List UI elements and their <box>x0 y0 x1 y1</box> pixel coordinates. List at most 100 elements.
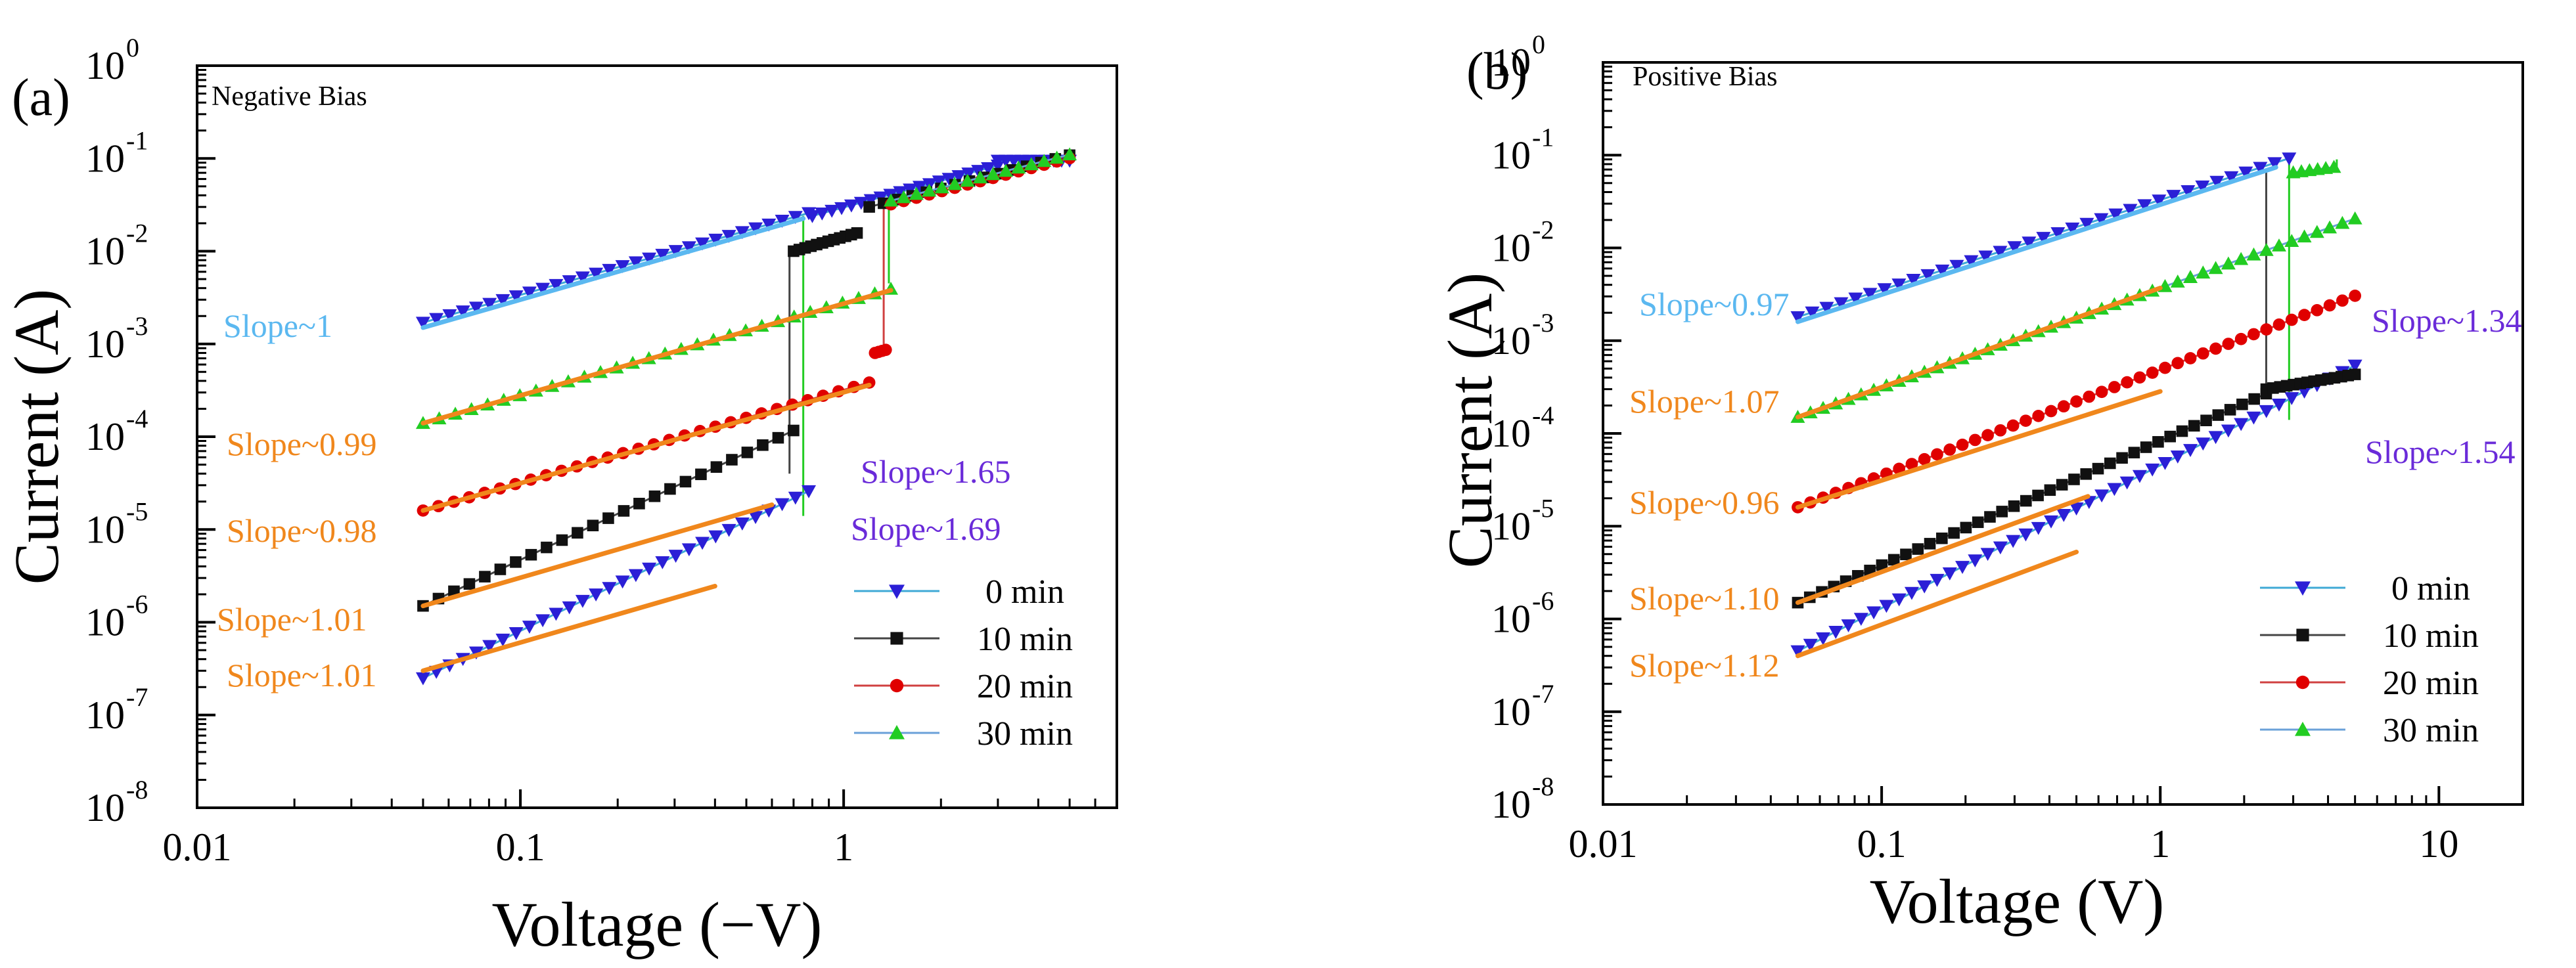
panel-a-legend: 0 min 10 min 20 min 30 min <box>854 573 1073 753</box>
x-tick-label: 0.1 <box>1857 822 1907 866</box>
y-tick-label: 10 <box>85 415 125 458</box>
data-point-0-min <box>2108 208 2123 222</box>
data-point-0-min <box>1877 283 1892 297</box>
series-line-10-min <box>1797 393 2267 604</box>
data-point-20-min <box>2272 318 2286 331</box>
data-point-20-min <box>2108 381 2121 393</box>
data-point-20-min <box>2057 400 2070 413</box>
data-point-20-min <box>1994 424 2007 437</box>
data-point-0-min <box>602 263 617 277</box>
data-point-0-min <box>655 248 670 262</box>
data-point-0-min <box>429 313 444 326</box>
data-point-30-min <box>922 183 937 197</box>
data-point-10-min <box>2176 425 2188 437</box>
data-point-10-min <box>2032 489 2044 502</box>
y-tick-label: 10 <box>1491 412 1531 455</box>
data-point-10-min <box>757 439 769 451</box>
fit-label: Slope~1 <box>223 307 332 344</box>
panel-a-title: Negative Bias <box>212 81 367 112</box>
panel-b-y-axis-label: Current (A) <box>1435 273 1505 569</box>
data-point-0-min <box>1942 567 1957 581</box>
data-point-0-min <box>2007 241 2022 255</box>
y-tick-exponent: -3 <box>126 311 148 341</box>
data-point-0-min <box>1949 259 1964 273</box>
data-point-20-min <box>2159 361 2171 374</box>
y-tick-label: 10 <box>1491 227 1531 270</box>
data-point-10-min <box>556 534 568 546</box>
data-point-20-min <box>2298 309 2311 321</box>
data-point-0-min <box>1803 638 1818 652</box>
data-point-10-min <box>1876 559 1888 571</box>
data-point-30-min <box>2271 238 2286 252</box>
data-point-0-min <box>903 183 918 197</box>
y-tick-exponent: -6 <box>1532 586 1554 616</box>
data-point-0-min <box>522 286 537 300</box>
data-point-10-min <box>2200 414 2212 427</box>
data-point-0-min <box>2284 392 2299 405</box>
data-point-0-min <box>1819 301 1834 315</box>
data-point-0-min <box>482 640 497 653</box>
panel-a-plot-data <box>415 147 1077 686</box>
y-tick-exponent: -8 <box>1532 772 1554 801</box>
data-point-10-min <box>1924 538 1936 550</box>
data-point-20-min <box>2020 414 2032 428</box>
legend-marker <box>2295 722 2311 736</box>
panel-a-y-axis-label: Current (A) <box>1 289 72 585</box>
data-point-10-min <box>2044 484 2056 496</box>
data-point-0-min <box>1955 561 1970 574</box>
fit-label: Slope~0.98 <box>227 512 376 549</box>
data-point-0-min <box>1828 626 1843 639</box>
data-point-0-min <box>615 260 630 273</box>
y-tick-label: 10 <box>1491 504 1531 548</box>
x-tick-label: 0.01 <box>1569 822 1638 866</box>
data-point-10-min <box>664 483 676 495</box>
data-point-10-min <box>633 498 645 510</box>
data-point-0-min <box>2271 398 2286 412</box>
data-point-0-min <box>805 209 820 223</box>
data-point-30-min <box>1024 157 1039 171</box>
slope-annotation: Slope~1.69 <box>851 510 1001 547</box>
data-point-0-min <box>1805 306 1820 320</box>
data-point-0-min <box>932 175 947 189</box>
y-tick-label: 10 <box>1491 319 1531 363</box>
data-point-0-min <box>2195 180 2210 194</box>
data-point-30-min <box>884 193 899 207</box>
legend-entry: 10 min <box>977 621 1073 658</box>
data-point-20-min <box>1905 458 1918 470</box>
data-point-0-min <box>1834 297 1849 311</box>
data-point-0-min <box>2094 213 2109 227</box>
data-point-10-min <box>2212 409 2225 421</box>
fit-line <box>420 502 775 609</box>
data-point-0-min <box>825 204 840 218</box>
y-tick-exponent: -8 <box>126 775 148 804</box>
legend-entry: 20 min <box>2383 665 2479 702</box>
data-point-0-min <box>681 241 696 255</box>
slope-annotation: Slope~1.54 <box>2365 433 2515 470</box>
fit-line <box>420 382 872 513</box>
data-point-0-min <box>535 282 551 296</box>
data-point-10-min <box>2349 368 2361 380</box>
data-point-0-min <box>2253 162 2268 175</box>
data-point-0-min <box>508 627 524 640</box>
data-point-10-min <box>2140 441 2152 453</box>
data-point-0-min <box>549 278 564 292</box>
y-tick-label: 10 <box>85 786 125 829</box>
data-point-20-min <box>1918 452 1931 466</box>
data-point-10-min <box>2104 457 2116 470</box>
data-point-0-min <box>761 218 777 232</box>
data-point-0-min <box>668 245 683 258</box>
data-point-0-min <box>495 633 510 647</box>
data-point-0-min <box>442 309 457 322</box>
data-point-10-min <box>2248 393 2260 405</box>
data-point-10-min <box>1948 527 1960 539</box>
panel-b-title: Positive Bias <box>1633 62 1778 92</box>
data-point-10-min <box>2080 468 2092 480</box>
data-point-0-min <box>482 297 497 311</box>
data-point-20-min <box>2083 390 2096 403</box>
data-point-0-min <box>1866 606 1882 620</box>
data-point-0-min <box>1920 269 1935 282</box>
data-point-0-min <box>912 181 927 194</box>
data-point-0-min <box>853 196 869 210</box>
data-point-0-min <box>1848 292 1863 306</box>
